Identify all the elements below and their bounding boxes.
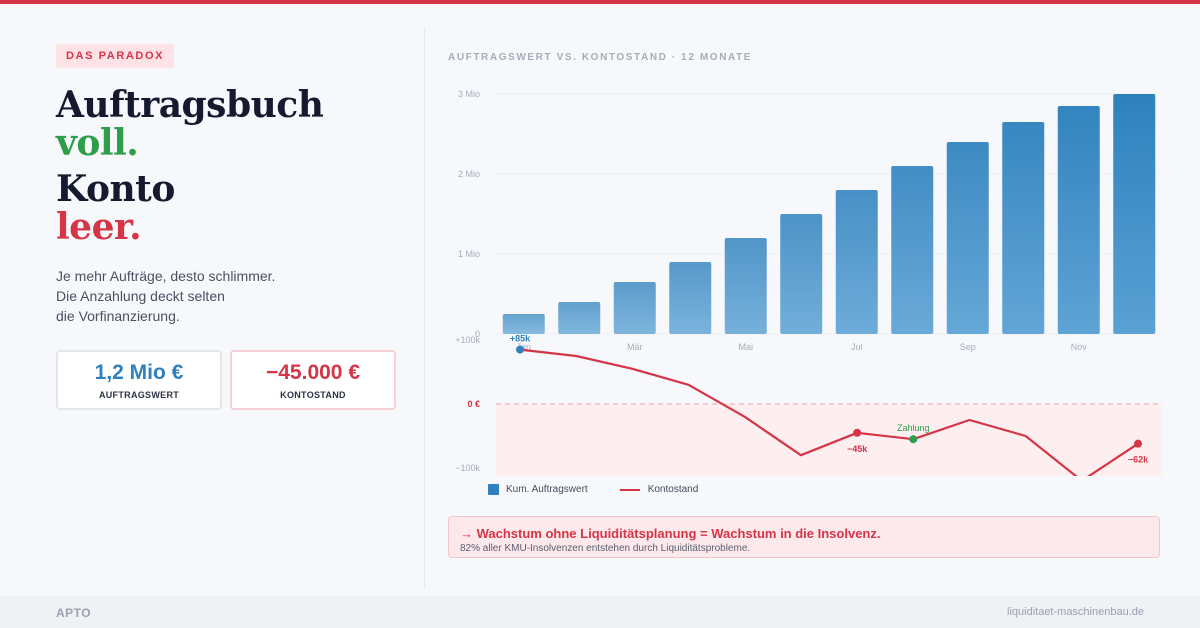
callout-subtext: 82% aller KMU-Insolvenzen entstehen durc… [460,543,751,554]
headline-line-3: Konto [56,168,175,210]
line-data-label: +85k [510,334,531,344]
kpi-value: −45.000 € [265,361,360,384]
kpi-label: AUFTRAGSWERT [98,390,180,400]
footer-brand: APTO [56,606,92,620]
bar-mark [780,214,823,334]
description-line: Je mehr Aufträge, desto schlimmer. [56,268,276,284]
bar-x-tick-label: Nov [1071,342,1088,352]
chart-title: AUFTRAGSWERT VS. KONTOSTAND · 12 MONATE [448,52,753,63]
combined-chart: 0 1 Mio 2 Mio 3 Mio Jan Mär Mai Jul Sep Nov +100k 0… [455,89,1162,476]
negative-zone [496,404,1162,476]
headline-line-4: leer. [56,206,142,248]
insight-callout: → Wachstum ohne Liquiditätsplanung = Wac… [448,516,1160,558]
bar-y-tick-label: 1 Mio [458,249,480,259]
bar-mark [1057,106,1100,334]
kpi-card-kontostand: −45.000 € KONTOSTAND [230,350,396,410]
line-point-marker [909,435,918,444]
bar-x-tick-label: Mai [738,342,753,352]
legend-swatch-bars [488,484,499,495]
description-line: die Vorfinanzierung. [56,308,180,324]
line-point-marker [516,345,524,354]
description-line: Die Anzahlung deckt selten [56,288,225,304]
bar-mark [1113,94,1156,334]
line-data-label: Zahlung [897,423,930,433]
kpi-cards: 1,2 Mio € AUFTRAGSWERT −45.000 € KONTOST… [56,350,406,410]
line-y-tick-label: 0 € [467,399,480,409]
bar-y-tick-label: 3 Mio [458,89,480,99]
line-y-tick-label: −100k [455,463,480,473]
line-data-label: −45k [847,444,868,454]
legend-swatch-line [619,488,640,491]
chart-legend: Kum. Auftragswert Kontostand [488,484,698,495]
description: Je mehr Aufträge, desto schlimmer. Die A… [56,266,406,326]
footer-bar [0,596,1200,628]
bar-mark [724,238,767,334]
top-accent-bar [0,0,1200,4]
bar-mark [946,142,989,334]
kontostand-line [519,348,1139,476]
bar-mark [558,302,601,334]
bar-mark [1002,122,1045,334]
bar-y-tick-label: 0 [475,329,480,339]
headline-line-1: Auftragsbuch [56,84,324,126]
bar-x-tick-label: Sep [960,342,976,352]
bar-x-tick-label: Jul [851,342,863,352]
bar-x-tick-label: Mär [627,342,643,352]
bar-mark [835,190,878,334]
kpi-label: KONTOSTAND [280,390,346,400]
callout-headline: → Wachstum ohne Liquiditätsplanung = Wac… [460,526,881,541]
line-point-marker [853,428,862,437]
line-point-marker [1134,439,1142,448]
bar-mark [891,166,934,334]
legend-label-bars: Kum. Auftragswert [506,484,588,495]
line-y-tick-label: +100k [455,335,480,345]
footer-site-link[interactable]: liquiditaet-maschinenbau.de [1007,606,1144,618]
bar-x-tick-label: Jan [516,342,531,352]
left-panel: DAS PARADOX Auftragsbuch voll. Konto lee… [56,44,406,410]
kpi-value: 1,2 Mio € [94,361,184,384]
line-data-label: −62k [1128,455,1149,465]
bar-y-tick-label: 2 Mio [458,169,480,179]
bar-mark [502,314,545,334]
section-badge: DAS PARADOX [56,44,175,68]
column-divider [424,28,425,588]
legend-label-line: Kontostand [647,484,699,495]
bar-mark [613,282,656,334]
headline-line-2: voll. [56,122,139,164]
kpi-card-auftragswert: 1,2 Mio € AUFTRAGSWERT [56,350,222,410]
bar-mark [669,262,712,334]
